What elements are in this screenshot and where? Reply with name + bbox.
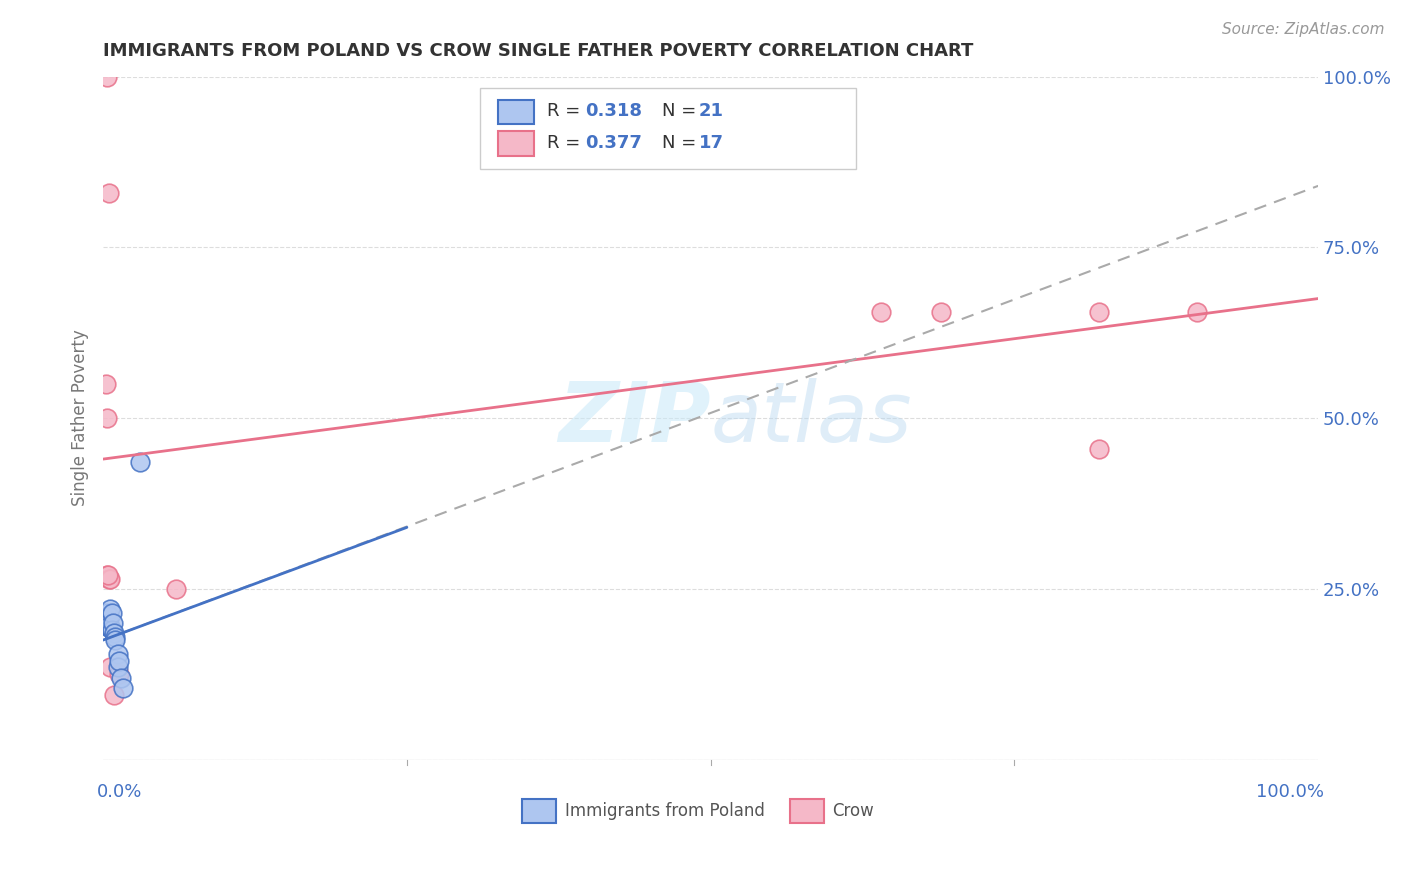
- Point: [101, 615, 124, 630]
- Text: 21: 21: [699, 103, 724, 120]
- Text: 17: 17: [699, 134, 724, 152]
- Text: 0.377: 0.377: [585, 134, 643, 152]
- Point: [98, 619, 121, 633]
- FancyBboxPatch shape: [498, 100, 534, 124]
- Point: [165, 582, 187, 596]
- FancyBboxPatch shape: [790, 798, 824, 823]
- Text: 100.0%: 100.0%: [1256, 783, 1324, 801]
- Text: R =: R =: [547, 134, 586, 152]
- Text: ZIP: ZIP: [558, 377, 710, 458]
- Point: [1185, 305, 1208, 319]
- Point: [96, 70, 118, 84]
- Point: [98, 186, 121, 200]
- Text: atlas: atlas: [710, 377, 912, 458]
- Point: [931, 305, 953, 319]
- Text: Immigrants from Poland: Immigrants from Poland: [565, 802, 765, 820]
- Point: [96, 568, 118, 582]
- Point: [869, 305, 891, 319]
- Point: [94, 376, 117, 391]
- Point: [96, 606, 118, 620]
- Text: N =: N =: [662, 134, 702, 152]
- Point: [97, 568, 120, 582]
- Point: [107, 660, 129, 674]
- Point: [1088, 305, 1111, 319]
- Point: [98, 615, 121, 630]
- Point: [94, 619, 117, 633]
- FancyBboxPatch shape: [498, 131, 534, 156]
- Text: 0.318: 0.318: [585, 103, 643, 120]
- Text: Crow: Crow: [832, 802, 875, 820]
- Text: N =: N =: [662, 103, 702, 120]
- Point: [110, 671, 132, 685]
- Point: [100, 572, 122, 586]
- Point: [104, 630, 127, 644]
- FancyBboxPatch shape: [479, 88, 856, 169]
- Point: [107, 647, 129, 661]
- Point: [100, 660, 122, 674]
- Point: [1088, 442, 1111, 456]
- Point: [96, 411, 118, 425]
- FancyBboxPatch shape: [522, 798, 557, 823]
- Point: [108, 654, 131, 668]
- Point: [98, 609, 121, 624]
- Point: [97, 619, 120, 633]
- Text: 0.0%: 0.0%: [97, 783, 142, 801]
- Point: [128, 455, 150, 469]
- Point: [97, 613, 120, 627]
- Point: [111, 681, 134, 695]
- Point: [100, 623, 122, 637]
- Point: [98, 572, 121, 586]
- Point: [104, 633, 127, 648]
- Point: [103, 688, 125, 702]
- Point: [96, 613, 118, 627]
- Text: R =: R =: [547, 103, 586, 120]
- Y-axis label: Single Father Poverty: Single Father Poverty: [72, 330, 89, 507]
- Point: [108, 667, 131, 681]
- Text: IMMIGRANTS FROM POLAND VS CROW SINGLE FATHER POVERTY CORRELATION CHART: IMMIGRANTS FROM POLAND VS CROW SINGLE FA…: [103, 42, 973, 60]
- Point: [100, 602, 122, 616]
- Point: [100, 606, 122, 620]
- Point: [103, 626, 125, 640]
- Text: Source: ZipAtlas.com: Source: ZipAtlas.com: [1222, 22, 1385, 37]
